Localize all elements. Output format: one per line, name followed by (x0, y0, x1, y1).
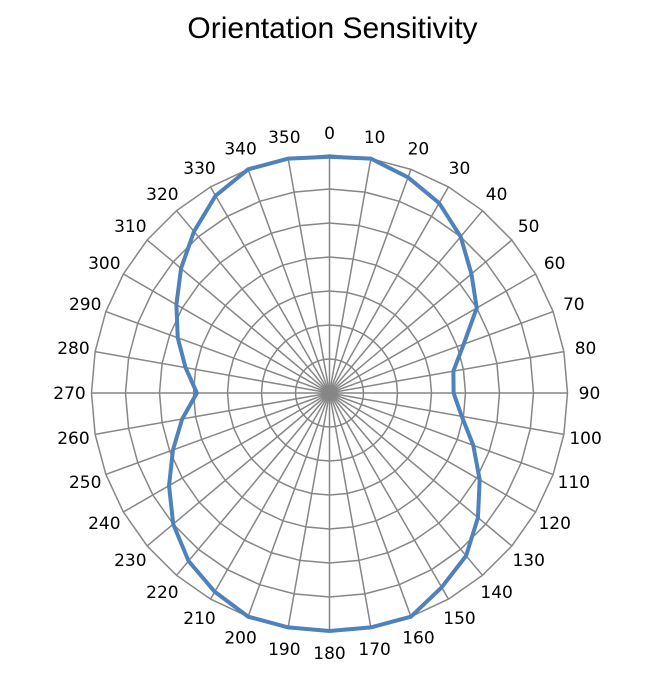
grid-spoke (329, 392, 565, 436)
grid-spoke (328, 186, 450, 394)
angle-tick-label: 180 (313, 644, 345, 664)
grid-spoke (329, 392, 536, 513)
angle-tick-label: 320 (146, 185, 178, 205)
grid-spoke (123, 392, 330, 513)
angle-tick-label: 280 (57, 339, 89, 359)
grid-spoke (329, 392, 554, 476)
grid-spoke (247, 392, 331, 617)
grid-spoke (247, 169, 331, 394)
chart-title: Orientation Sensitivity (187, 12, 478, 45)
angle-tick-label: 30 (449, 159, 471, 179)
grid-spoke (123, 273, 330, 394)
grid-spoke (328, 392, 484, 576)
grid-spoke (328, 169, 412, 394)
angle-tick-label: 60 (544, 254, 566, 274)
angle-tick-label: 70 (563, 295, 585, 315)
grid-spoke (329, 350, 565, 394)
angle-tick-label: 300 (88, 254, 120, 274)
angle-tick-label: 350 (268, 128, 300, 148)
grid-spoke (328, 158, 372, 394)
angle-tick-label: 270 (53, 384, 85, 404)
angle-tick-label: 130 (512, 551, 544, 571)
grid-spoke (329, 239, 513, 394)
angle-tick-label: 190 (268, 640, 300, 660)
grid-spoke (175, 210, 331, 394)
grid-spoke (328, 210, 484, 394)
angle-tick-label: 90 (579, 384, 601, 404)
angle-tick-label: 80 (575, 339, 597, 359)
angle-tick-label: 40 (486, 185, 508, 205)
angle-tick-label: 210 (183, 609, 215, 629)
angle-tick-label: 0 (324, 124, 335, 144)
angle-tick-label: 150 (443, 609, 475, 629)
angle-tick-label: 140 (480, 583, 512, 603)
grid-spoke (209, 186, 331, 394)
grid-spoke (329, 310, 554, 394)
angle-tick-label: 220 (146, 583, 178, 603)
angle-tick-label: 290 (69, 295, 101, 315)
grid-spoke (105, 310, 330, 394)
angle-tick-label: 170 (358, 640, 390, 660)
grid-spoke (328, 392, 372, 628)
angle-tick-label: 250 (69, 473, 101, 493)
angle-tick-label: 340 (224, 140, 256, 160)
grid-spoke (329, 273, 536, 394)
angle-tick-label: 240 (88, 514, 120, 534)
grid-spoke (209, 392, 331, 600)
grid-spoke (105, 392, 330, 476)
angle-tick-label: 260 (57, 429, 89, 449)
grid-spoke (287, 158, 331, 394)
angle-tick-label: 160 (402, 628, 434, 648)
grid-spoke (175, 392, 331, 576)
angle-tick-label: 100 (569, 429, 601, 449)
angle-tick-label: 230 (114, 551, 146, 571)
angle-tick-label: 10 (364, 128, 386, 148)
angle-tick-label: 110 (558, 473, 590, 493)
angle-tick-label: 20 (408, 140, 430, 160)
angle-tick-label: 120 (538, 514, 570, 534)
grid-spoke (146, 392, 330, 547)
grid-spoke (328, 392, 450, 600)
angle-tick-label: 330 (183, 159, 215, 179)
grid-spoke (146, 239, 330, 394)
grid-spoke (287, 392, 331, 628)
angle-tick-label: 200 (224, 628, 256, 648)
grid-spoke (328, 392, 412, 617)
grid-spoke (329, 392, 513, 547)
grid-spoke (94, 392, 330, 436)
angle-tick-label: 310 (114, 217, 146, 237)
grid-spoke (94, 350, 330, 394)
angle-tick-label: 50 (518, 217, 540, 237)
